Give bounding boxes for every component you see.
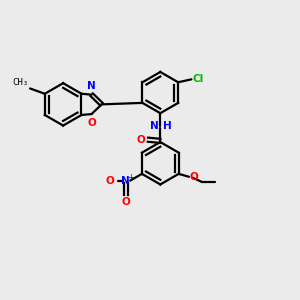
Text: H: H — [163, 121, 171, 130]
Text: O: O — [122, 197, 130, 207]
Text: N: N — [122, 176, 130, 186]
Text: N: N — [87, 80, 96, 91]
Text: Cl: Cl — [193, 74, 204, 84]
Text: O: O — [87, 118, 96, 128]
Text: O: O — [106, 176, 115, 186]
Text: O: O — [137, 135, 146, 145]
Text: CH₃: CH₃ — [13, 78, 28, 87]
Text: O: O — [190, 172, 199, 182]
Text: N: N — [150, 121, 159, 130]
Text: +: + — [127, 172, 134, 182]
